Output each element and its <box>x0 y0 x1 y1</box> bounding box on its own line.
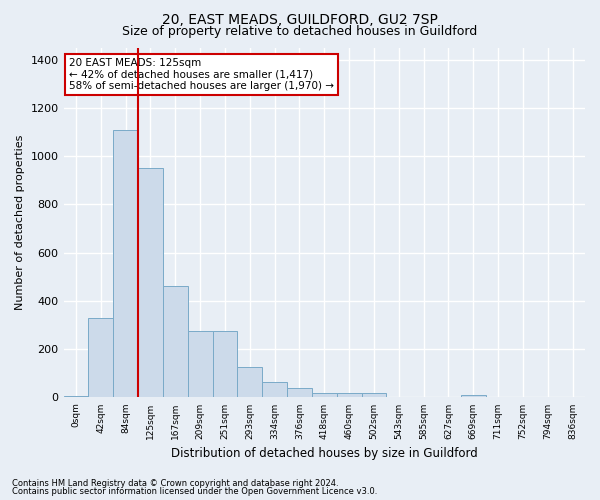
Bar <box>262 382 287 398</box>
Bar <box>461 395 485 398</box>
Text: Contains HM Land Registry data © Crown copyright and database right 2024.: Contains HM Land Registry data © Crown c… <box>12 478 338 488</box>
Bar <box>163 286 188 398</box>
Bar <box>138 168 163 398</box>
Bar <box>287 388 312 398</box>
Bar <box>188 331 212 398</box>
Bar <box>312 392 337 398</box>
Bar <box>64 396 88 398</box>
Bar <box>337 392 362 398</box>
Bar <box>238 368 262 398</box>
Bar <box>362 392 386 398</box>
Text: Size of property relative to detached houses in Guildford: Size of property relative to detached ho… <box>122 25 478 38</box>
Bar <box>113 130 138 398</box>
Y-axis label: Number of detached properties: Number of detached properties <box>15 135 25 310</box>
Text: 20, EAST MEADS, GUILDFORD, GU2 7SP: 20, EAST MEADS, GUILDFORD, GU2 7SP <box>162 12 438 26</box>
Text: Contains public sector information licensed under the Open Government Licence v3: Contains public sector information licen… <box>12 487 377 496</box>
Text: 20 EAST MEADS: 125sqm
← 42% of detached houses are smaller (1,417)
58% of semi-d: 20 EAST MEADS: 125sqm ← 42% of detached … <box>69 58 334 91</box>
Bar <box>212 331 238 398</box>
X-axis label: Distribution of detached houses by size in Guildford: Distribution of detached houses by size … <box>171 447 478 460</box>
Bar <box>88 318 113 398</box>
